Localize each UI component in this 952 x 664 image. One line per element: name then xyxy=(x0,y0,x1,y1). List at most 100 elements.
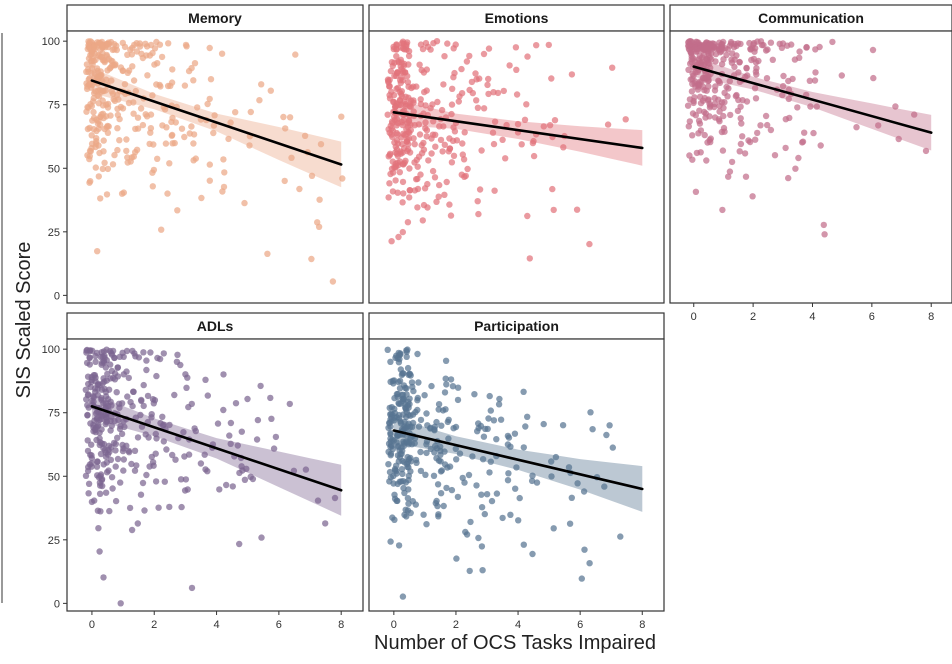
data-point xyxy=(125,449,133,456)
data-point xyxy=(134,114,142,121)
data-point xyxy=(719,206,726,214)
data-point xyxy=(84,437,91,444)
panel-memory: Memory 0 25 50 75 100 xyxy=(42,4,364,304)
data-point xyxy=(399,470,406,478)
y-tick-label: 0 xyxy=(54,598,60,610)
regression-line xyxy=(392,429,644,491)
data-point xyxy=(587,409,594,416)
data-point xyxy=(92,358,99,365)
data-point xyxy=(109,485,116,492)
data-point xyxy=(105,467,112,474)
data-point xyxy=(476,75,483,82)
data-point xyxy=(302,466,310,473)
data-point xyxy=(442,357,450,364)
data-point xyxy=(100,148,107,155)
data-point xyxy=(821,231,828,238)
data-point xyxy=(243,465,250,472)
data-point xyxy=(486,392,493,400)
data-point xyxy=(417,416,425,424)
data-point xyxy=(703,157,710,164)
data-point xyxy=(458,171,465,178)
data-point xyxy=(163,124,170,131)
data-point xyxy=(95,173,103,180)
data-point xyxy=(322,520,329,527)
data-point xyxy=(112,447,119,454)
data-point xyxy=(414,350,421,358)
data-point xyxy=(145,434,152,441)
data-point xyxy=(423,87,430,94)
data-point xyxy=(482,425,489,433)
data-point xyxy=(82,472,90,479)
data-point xyxy=(114,434,121,441)
data-point xyxy=(454,396,462,404)
data-point xyxy=(449,85,456,93)
data-point xyxy=(734,40,742,47)
data-point xyxy=(108,77,115,84)
data-point xyxy=(188,64,195,72)
data-point xyxy=(694,68,701,76)
data-point xyxy=(705,83,712,90)
data-point xyxy=(117,479,124,486)
data-point xyxy=(478,504,486,511)
x-axis-title: Number of OCS Tasks Impaired xyxy=(374,632,656,654)
data-point xyxy=(497,416,505,423)
data-point xyxy=(202,466,209,473)
data-point xyxy=(699,83,707,91)
confidence-band xyxy=(393,99,643,166)
data-point xyxy=(107,417,114,424)
data-point xyxy=(98,361,105,368)
data-point xyxy=(102,489,110,496)
data-point xyxy=(162,140,170,147)
data-point xyxy=(434,98,441,106)
data-point xyxy=(513,66,520,74)
x-tick-label: 8 xyxy=(928,311,934,323)
data-point xyxy=(405,52,413,60)
data-point xyxy=(150,141,157,148)
data-point xyxy=(238,463,245,470)
data-point xyxy=(94,458,101,465)
data-point xyxy=(112,61,119,68)
data-point xyxy=(617,533,624,540)
data-point xyxy=(524,212,531,220)
data-point xyxy=(791,56,799,63)
facet-title: Emotions xyxy=(485,10,549,26)
data-point xyxy=(403,439,411,446)
data-point xyxy=(520,388,527,395)
data-point xyxy=(84,373,92,380)
data-point xyxy=(796,48,803,55)
data-point xyxy=(435,513,442,520)
data-point xyxy=(171,391,178,399)
data-point xyxy=(780,72,787,80)
data-point xyxy=(87,178,94,185)
data-point xyxy=(394,189,401,196)
data-point xyxy=(480,50,488,58)
data-point xyxy=(92,426,99,433)
x-tick-label: 2 xyxy=(453,619,459,631)
data-point xyxy=(117,600,124,607)
data-point xyxy=(128,51,136,58)
data-point xyxy=(411,141,418,148)
data-point xyxy=(400,484,407,492)
data-point xyxy=(685,123,692,130)
data-point xyxy=(85,480,93,487)
data-point xyxy=(472,70,479,77)
data-point xyxy=(132,87,139,95)
data-point xyxy=(111,97,119,105)
data-point xyxy=(316,196,323,203)
data-point xyxy=(726,78,733,85)
data-point xyxy=(329,278,337,285)
data-point xyxy=(757,122,764,129)
data-point xyxy=(399,199,406,206)
data-point xyxy=(746,138,754,146)
data-point xyxy=(520,541,527,548)
data-point xyxy=(779,83,787,90)
data-point xyxy=(124,154,131,161)
data-point xyxy=(388,118,396,125)
data-point xyxy=(817,142,824,149)
data-point xyxy=(388,238,395,245)
data-point xyxy=(415,121,423,128)
data-point xyxy=(143,52,150,59)
data-point xyxy=(97,508,104,515)
data-point xyxy=(737,140,745,148)
data-point xyxy=(516,494,523,502)
